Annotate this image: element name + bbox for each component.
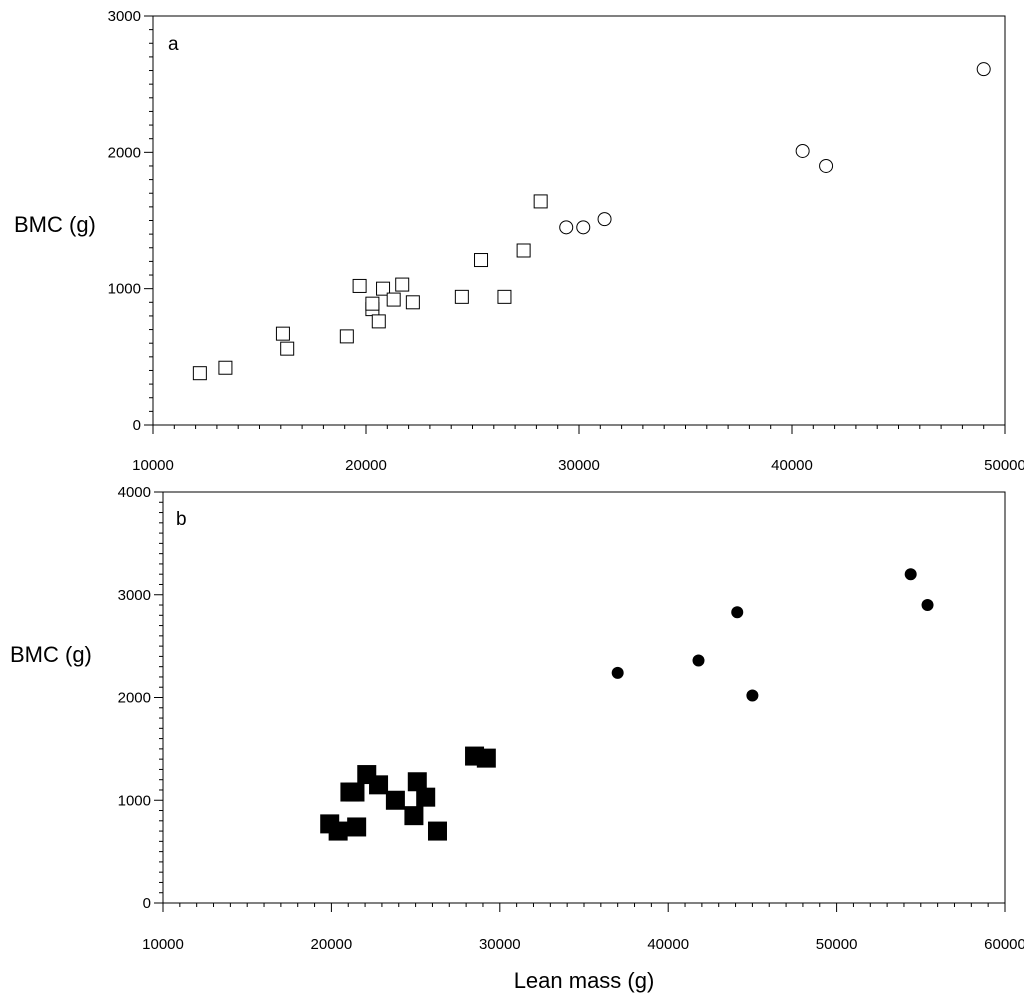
data-point-open-square xyxy=(192,366,207,381)
data-point-filled-circle xyxy=(746,689,759,702)
y-tick-label: 3000 xyxy=(108,8,141,25)
panel-label: b xyxy=(176,509,187,530)
y-tick-label: 1000 xyxy=(108,281,141,298)
data-point-open-square xyxy=(386,292,401,307)
panel-b: 0 1000 2000 3000 4000 10000 20000 30000 40000 500… xyxy=(10,484,1024,993)
data-point-filled-square xyxy=(427,821,447,841)
x-tick-label: 50000 xyxy=(816,936,858,953)
x-tick-label: 30000 xyxy=(558,457,600,474)
y-tick-label: 2000 xyxy=(108,144,141,161)
data-point-filled-circle xyxy=(904,568,917,581)
x-tick-label: 10000 xyxy=(142,936,184,953)
data-point-open-square xyxy=(454,289,469,304)
x-tick-label: 10000 xyxy=(132,457,174,474)
data-point-open-square xyxy=(516,243,531,258)
panel-label: a xyxy=(168,34,179,55)
data-point-open-circle xyxy=(559,220,574,235)
data-point-filled-square xyxy=(347,817,367,837)
y-axis-label: BMC (g) xyxy=(10,642,92,667)
y-tick-label: 3000 xyxy=(118,587,151,604)
data-point-filled-square xyxy=(328,821,348,841)
x-tick-label: 40000 xyxy=(647,936,689,953)
data-point-filled-square xyxy=(345,782,365,802)
data-point-open-square xyxy=(395,277,410,292)
data-point-open-circle xyxy=(976,62,991,77)
data-point-open-square xyxy=(280,341,295,356)
x-axis-label: Lean mass (g) xyxy=(514,968,655,993)
x-tick-label: 20000 xyxy=(311,936,353,953)
data-point-open-square xyxy=(339,329,354,344)
y-tick-label: 0 xyxy=(143,895,151,912)
data-point-filled-square xyxy=(385,790,405,810)
data-point-filled-square xyxy=(476,748,496,768)
data-point-open-square xyxy=(474,253,489,268)
data-point-open-square xyxy=(405,295,420,310)
data-point-filled-circle xyxy=(692,654,705,667)
x-tick-label: 60000 xyxy=(984,936,1024,953)
plot-frame xyxy=(162,491,1006,904)
data-point-open-square xyxy=(371,314,386,329)
data-point-open-square xyxy=(275,326,290,341)
y-tick-label: 2000 xyxy=(118,690,151,707)
x-tick-label: 50000 xyxy=(984,457,1024,474)
data-point-filled-square xyxy=(404,806,424,826)
data-point-filled-circle xyxy=(611,666,624,679)
x-tick-label: 30000 xyxy=(479,936,521,953)
data-point-open-square xyxy=(352,278,367,293)
y-tick-label: 4000 xyxy=(118,484,151,501)
plot-frame xyxy=(152,15,1006,426)
data-point-open-square xyxy=(376,281,391,296)
data-point-filled-circle xyxy=(921,599,934,612)
data-point-filled-square xyxy=(407,772,427,792)
data-point-open-square xyxy=(218,360,233,375)
data-point-open-square xyxy=(497,289,512,304)
y-tick-label: 0 xyxy=(133,417,141,434)
y-axis-label: BMC (g) xyxy=(14,212,96,237)
data-point-filled-square xyxy=(416,787,436,807)
data-point-filled-square xyxy=(369,775,389,795)
data-point-open-square xyxy=(365,296,380,311)
data-point-filled-circle xyxy=(731,606,744,619)
data-point-open-square xyxy=(533,194,548,209)
data-point-open-circle xyxy=(819,158,834,173)
data-point-open-circle xyxy=(795,143,810,158)
x-tick-label: 20000 xyxy=(345,457,387,474)
x-tick-label: 40000 xyxy=(771,457,813,474)
y-tick-label: 1000 xyxy=(118,792,151,809)
panel-a: 0 1000 2000 3000 10000 20000 30000 40000 50000 BM… xyxy=(14,8,1024,474)
data-point-open-circle xyxy=(597,212,612,227)
data-point-open-circle xyxy=(576,220,591,235)
